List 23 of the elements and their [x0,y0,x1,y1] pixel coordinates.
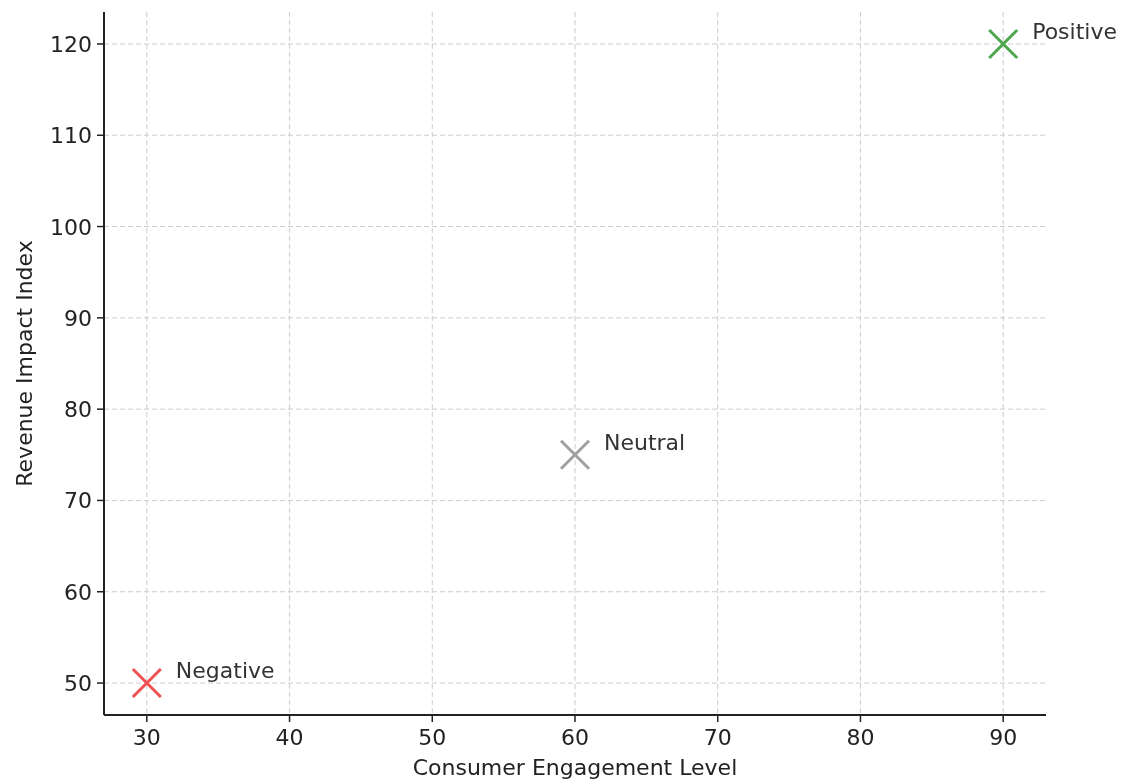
x-tick-label: 60 [561,725,589,750]
point [131,667,163,699]
x-tick-label: 80 [846,725,875,750]
series-label: Positive [1032,18,1117,44]
x-tick-label: 70 [703,725,732,750]
y-axis-title: Revenue Impact Index [12,240,37,487]
y-tick-label: 90 [64,305,92,331]
y-tick-label: 100 [50,214,92,240]
y-tick-label: 80 [64,397,92,423]
x-tick-label: 30 [132,725,161,750]
y-tick-label: 50 [64,671,92,697]
x-tick-label: 90 [989,725,1018,750]
series-label: Neutral [604,429,686,455]
series-label: Negative [175,658,275,684]
y-tick-label: 110 [50,123,92,149]
x-axis-title: Consumer Engagement Level [412,755,738,780]
x-tick-label: 50 [418,725,447,750]
x-tick-label: 40 [275,725,304,750]
y-tick-label: 60 [64,579,92,605]
y-tick-label: 70 [64,488,92,514]
point [559,439,591,471]
point [987,28,1019,60]
y-tick-label: 120 [50,31,92,57]
